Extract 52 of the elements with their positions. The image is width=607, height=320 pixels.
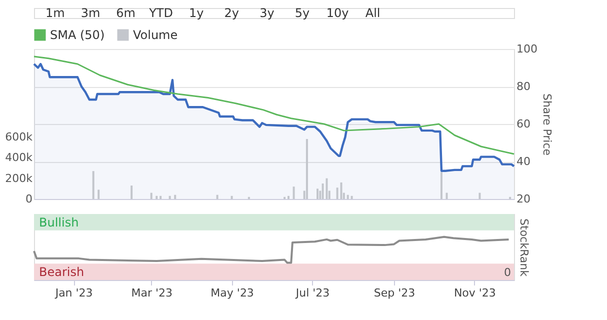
bar — [306, 139, 308, 199]
text: 1y — [188, 6, 204, 20]
bar — [156, 196, 158, 199]
text: YTD — [148, 6, 174, 20]
bar — [288, 196, 290, 199]
text: 3m — [80, 6, 100, 20]
bar — [446, 192, 448, 199]
y2-tick-label: 0 — [26, 192, 32, 206]
annotation: 0 — [504, 266, 511, 279]
bar — [98, 190, 100, 199]
x-tick-label: Jul '23 — [294, 286, 330, 300]
y-axis-title: Share Price — [540, 93, 554, 156]
bar — [292, 186, 295, 199]
text: 3y — [260, 6, 274, 20]
bar — [174, 194, 176, 199]
bar — [346, 194, 349, 199]
bar — [130, 186, 133, 199]
legend-label: SMA (50) — [50, 28, 105, 42]
bar — [478, 192, 481, 199]
text: 10y — [326, 6, 349, 20]
band-label: Bullish — [39, 215, 79, 230]
x-tick-label: Sep '23 — [374, 286, 416, 300]
bar — [216, 194, 218, 199]
x-tick-label: Mar '23 — [131, 286, 173, 300]
x-tick-label: Jan '23 — [54, 286, 93, 300]
text: 6m — [116, 6, 136, 20]
y-tick-label: 40 — [516, 155, 530, 168]
text: 5y — [294, 6, 310, 20]
legend-label: Volume — [133, 28, 178, 42]
text: All — [365, 6, 380, 20]
text: 1m — [46, 6, 65, 20]
y-tick-label: 100 — [516, 42, 538, 56]
bar — [92, 171, 94, 199]
text: 2y — [224, 6, 240, 20]
bar — [350, 196, 353, 199]
line-series — [33, 56, 515, 155]
x-tick-label: Nov '23 — [454, 286, 496, 300]
y-axis-title: StockRank — [518, 218, 530, 278]
bar — [160, 196, 162, 199]
y2-tick-label: 200k — [5, 172, 34, 185]
bar — [150, 192, 152, 199]
y-tick-label: 60 — [516, 118, 530, 130]
y2-tick-label: 600k — [5, 130, 34, 144]
bar — [230, 196, 233, 199]
y-tick-label: 20 — [516, 192, 530, 206]
y-tick-label: 80 — [516, 80, 530, 93]
y2-tick-label: 400k — [5, 151, 34, 164]
bar — [316, 188, 319, 199]
bar — [168, 196, 171, 199]
band-label: Bearish — [39, 265, 84, 279]
x-tick-label: May '23 — [210, 286, 254, 300]
bar — [440, 172, 442, 199]
